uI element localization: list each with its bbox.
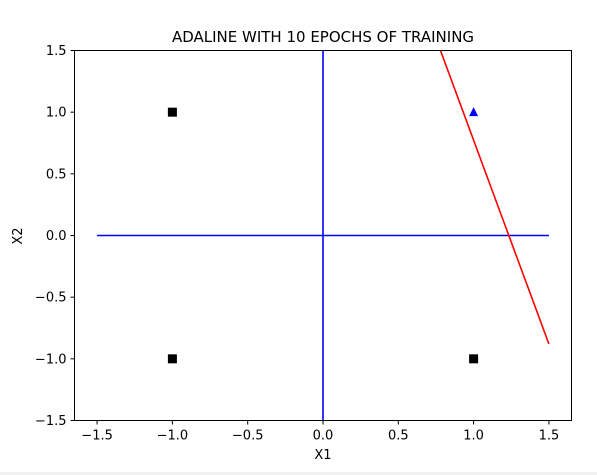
- x-tick-label: −1.0: [157, 429, 189, 444]
- y-tick-label: 1.5: [46, 44, 67, 59]
- chart-title: ADALINE WITH 10 EPOCHS OF TRAINING: [172, 28, 474, 46]
- x-tick-label: −1.5: [81, 429, 113, 444]
- x-axis-label: X1: [314, 448, 331, 463]
- y-tick-label: −1.0: [35, 352, 67, 367]
- x-tick-label: 1.0: [463, 429, 484, 444]
- series-line-2: [439, 50, 550, 345]
- y-axis-label: X2: [11, 227, 26, 244]
- y-tick-label: 0.0: [46, 229, 67, 244]
- x-tick-label: 0.0: [313, 429, 334, 444]
- data-point-0: [167, 107, 177, 117]
- data-point-3: [469, 107, 479, 117]
- x-axis: −1.5 −1.0 −0.5 0.0 0.5 1.0 1.5: [81, 420, 560, 444]
- x-tick-label: −0.5: [232, 429, 264, 444]
- data-point-1: [167, 354, 177, 364]
- y-tick-label: 1.0: [46, 106, 67, 121]
- x-tick-label: 0.5: [388, 429, 409, 444]
- data-point-2: [469, 354, 479, 364]
- plot-area: [97, 50, 550, 421]
- y-axis: −1.5 −1.0 −0.5 0.0 0.5 1.0 1.5: [35, 44, 75, 429]
- x-tick-label: 1.5: [539, 429, 560, 444]
- y-tick-label: −0.5: [35, 291, 67, 306]
- y-tick-label: 0.5: [46, 167, 67, 182]
- y-tick-label: −1.5: [35, 414, 67, 429]
- window-bottom-strip: [0, 472, 597, 475]
